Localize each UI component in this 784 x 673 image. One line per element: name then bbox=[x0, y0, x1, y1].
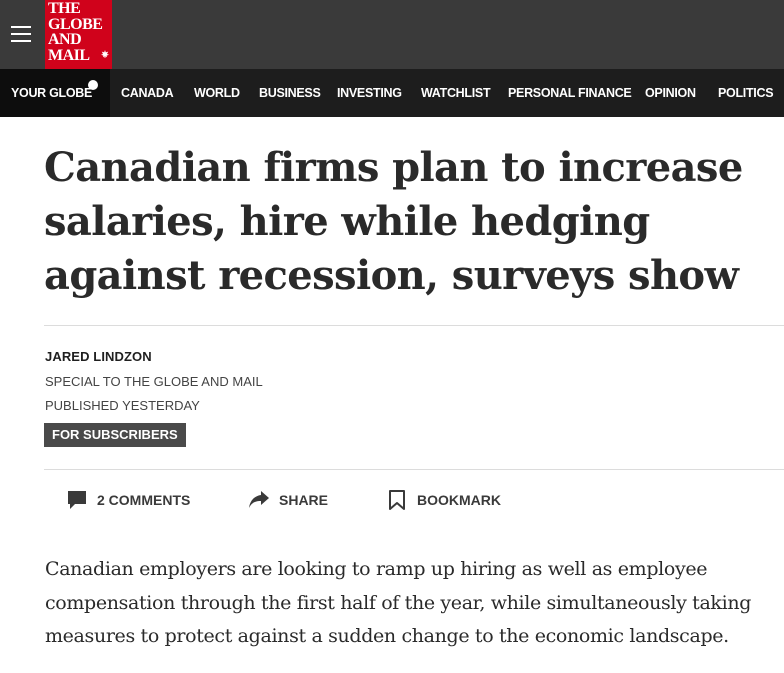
divider bbox=[44, 325, 784, 326]
share-label: SHARE bbox=[279, 492, 329, 508]
article-headline: Canadian firms plan to increase salaries… bbox=[44, 144, 743, 299]
logo-text: THE GLOBE AND MAIL bbox=[48, 0, 103, 64]
nav-item-watchlist[interactable]: WATCHLIST bbox=[421, 86, 491, 100]
nav-item-label: YOUR GLOBE bbox=[11, 86, 93, 100]
notification-dot-icon bbox=[88, 80, 98, 90]
maple-leaf-icon bbox=[101, 50, 109, 58]
nav-item-your-globe[interactable]: YOUR GLOBE bbox=[0, 69, 110, 117]
published-date: PUBLISHED YESTERDAY bbox=[45, 398, 200, 413]
nav-item-business[interactable]: BUSINESS bbox=[259, 86, 321, 100]
divider bbox=[44, 469, 784, 470]
section-nav: YOUR GLOBE CANADA WORLD BUSINESS INVESTI… bbox=[0, 69, 784, 117]
nav-item-politics[interactable]: POLITICS bbox=[718, 86, 774, 100]
nav-item-opinion[interactable]: OPINION bbox=[645, 86, 696, 100]
bookmark-label: BOOKMARK bbox=[417, 492, 501, 508]
globe-and-mail-logo[interactable]: THE GLOBE AND MAIL bbox=[45, 0, 112, 69]
hamburger-menu-icon[interactable] bbox=[11, 26, 31, 43]
nav-item-investing[interactable]: INVESTING bbox=[337, 86, 402, 100]
comments-label: 2 COMMENTS bbox=[97, 492, 191, 508]
share-arrow-icon bbox=[249, 491, 269, 508]
comment-bubble-icon bbox=[68, 491, 86, 509]
nav-item-personal-finance[interactable]: PERSONAL FINANCE bbox=[508, 86, 632, 100]
article-body-paragraph: Canadian employers are looking to ramp u… bbox=[45, 558, 752, 647]
contributor-note: SPECIAL TO THE GLOBE AND MAIL bbox=[45, 374, 263, 389]
nav-item-world[interactable]: WORLD bbox=[194, 86, 240, 100]
top-header-bar: THE GLOBE AND MAIL bbox=[0, 0, 784, 69]
subscriber-badge: FOR SUBSCRIBERS bbox=[44, 423, 186, 447]
nav-item-canada[interactable]: CANADA bbox=[121, 86, 174, 100]
author-name[interactable]: JARED LINDZON bbox=[45, 349, 152, 364]
bookmark-icon bbox=[389, 490, 405, 510]
